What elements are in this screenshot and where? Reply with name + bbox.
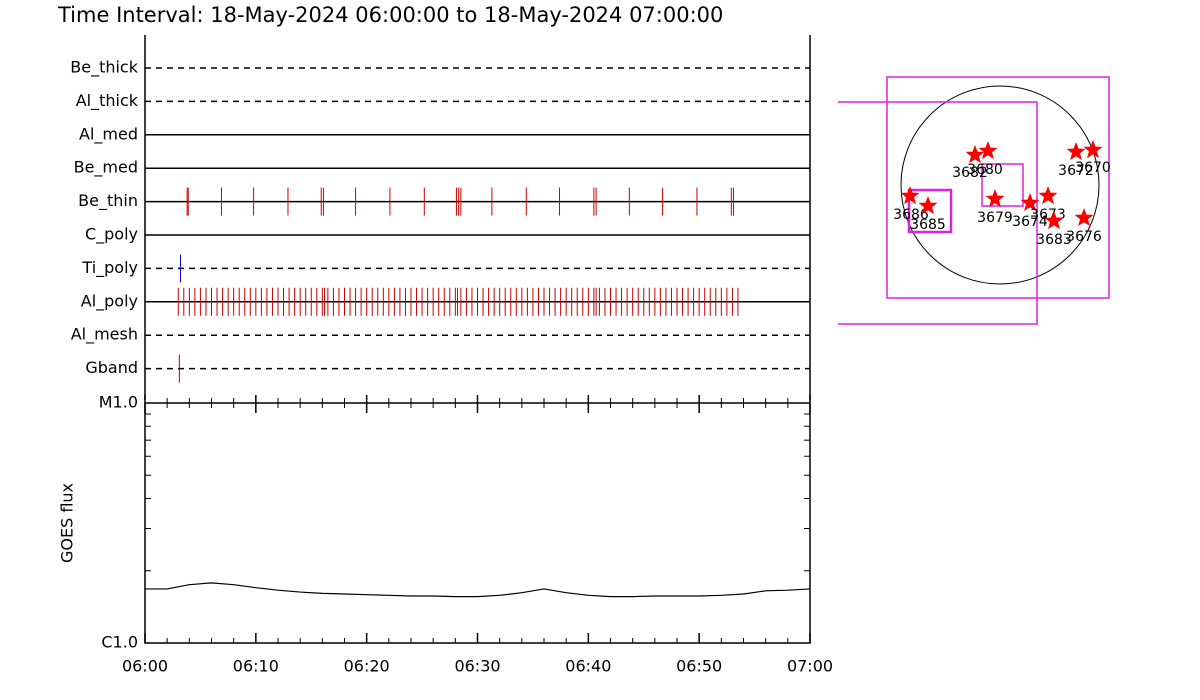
x-tick-label: 06:10 [233,657,279,676]
title: Time Interval: 18-May-2024 06:00:00 to 1… [57,3,723,27]
region-star [1083,140,1103,159]
x-tick-label: 06:40 [565,657,611,676]
region-star [1074,208,1094,227]
filter-label: C_poly [85,225,138,245]
y-axis-label: GOES flux [58,483,77,563]
solar-limb [900,85,1100,285]
x-tick-label: 06:00 [122,657,168,676]
goes-curve [145,582,811,598]
region-label: 3683 [1036,232,1072,248]
fov-box [981,163,1024,207]
region-star [985,189,1005,208]
y-tick-label: M1.0 [99,393,138,412]
region-label: 3670 [1075,160,1111,176]
filter-label: Al_med [79,124,138,144]
fov-box [907,188,953,234]
fov-box [886,76,1110,299]
x-tick-label: 06:20 [344,657,390,676]
filter-label: Al_thick [76,91,139,111]
goes-frame [144,402,811,644]
region-label: 3676 [1066,229,1102,245]
region-star [918,196,938,215]
filter-label: Be_thin [78,191,138,211]
x-tick-label: 07:00 [787,657,833,676]
x-tick-label: 06:30 [454,657,500,676]
y-tick-label: C1.0 [101,633,138,652]
filter-label: Be_thick [70,58,138,78]
filter-label: Al_mesh [71,325,138,345]
filter-label: Gband [85,358,138,377]
filter-label: Al_poly [81,291,138,311]
region-star [978,141,998,160]
region-label: 3679 [977,210,1013,226]
region-star [1038,186,1058,205]
fov-box [838,101,1038,325]
region-star [965,145,985,164]
region-star [1044,211,1064,230]
filter-label: Ti_poly [81,258,138,278]
filter-label: Be_med [74,158,138,178]
region-star [1066,142,1086,161]
region-label: 3686 [893,207,929,223]
region-label: 3680 [967,162,1003,178]
region-label: 3685 [910,217,946,233]
region-label: 3674 [1012,214,1048,230]
region-label: 3682 [952,165,988,181]
x-tick-label: 06:50 [676,657,722,676]
region-star [1020,193,1040,212]
region-star [900,186,920,205]
region-label: 3672 [1058,163,1094,179]
